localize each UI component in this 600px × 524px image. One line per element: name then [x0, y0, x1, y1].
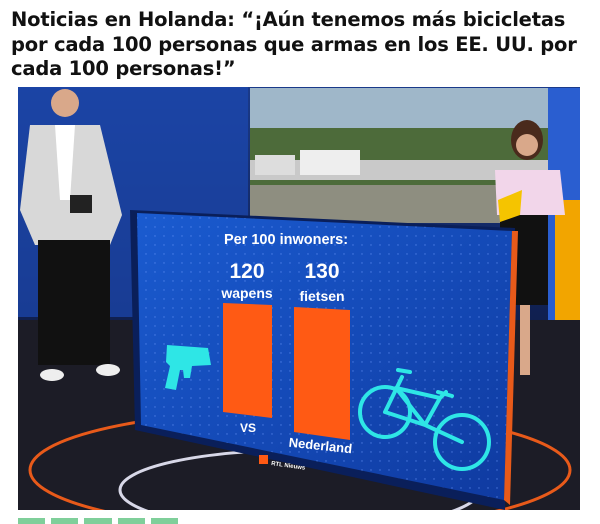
bikes-value: 130: [304, 260, 339, 283]
graphic-logo: RTL Nieuws: [271, 461, 306, 472]
bar-guns: [223, 303, 272, 418]
guns-unit: wapens: [220, 285, 273, 301]
bikes-country: Nederland: [288, 435, 353, 457]
presenter-man: [20, 89, 122, 381]
headline: Noticias en Holanda: “¡Aún tenemos más b…: [11, 8, 577, 80]
logo-icon: [259, 455, 268, 464]
graphic-title: Per 100 inwoners:: [224, 232, 348, 248]
bottom-strip: [18, 518, 179, 524]
guns-country: VS: [240, 421, 256, 435]
tv-graphic: Per 100 inwoners: 120 wapens 130 fietsen…: [130, 210, 518, 510]
bikes-unit: fietsen: [299, 288, 344, 304]
studio-photo: Per 100 inwoners: 120 wapens 130 fietsen…: [18, 87, 580, 510]
pistol-icon: [165, 345, 211, 390]
bicycle-icon: [358, 368, 491, 471]
bar-bikes: [294, 307, 350, 440]
guns-value: 120: [229, 260, 264, 283]
